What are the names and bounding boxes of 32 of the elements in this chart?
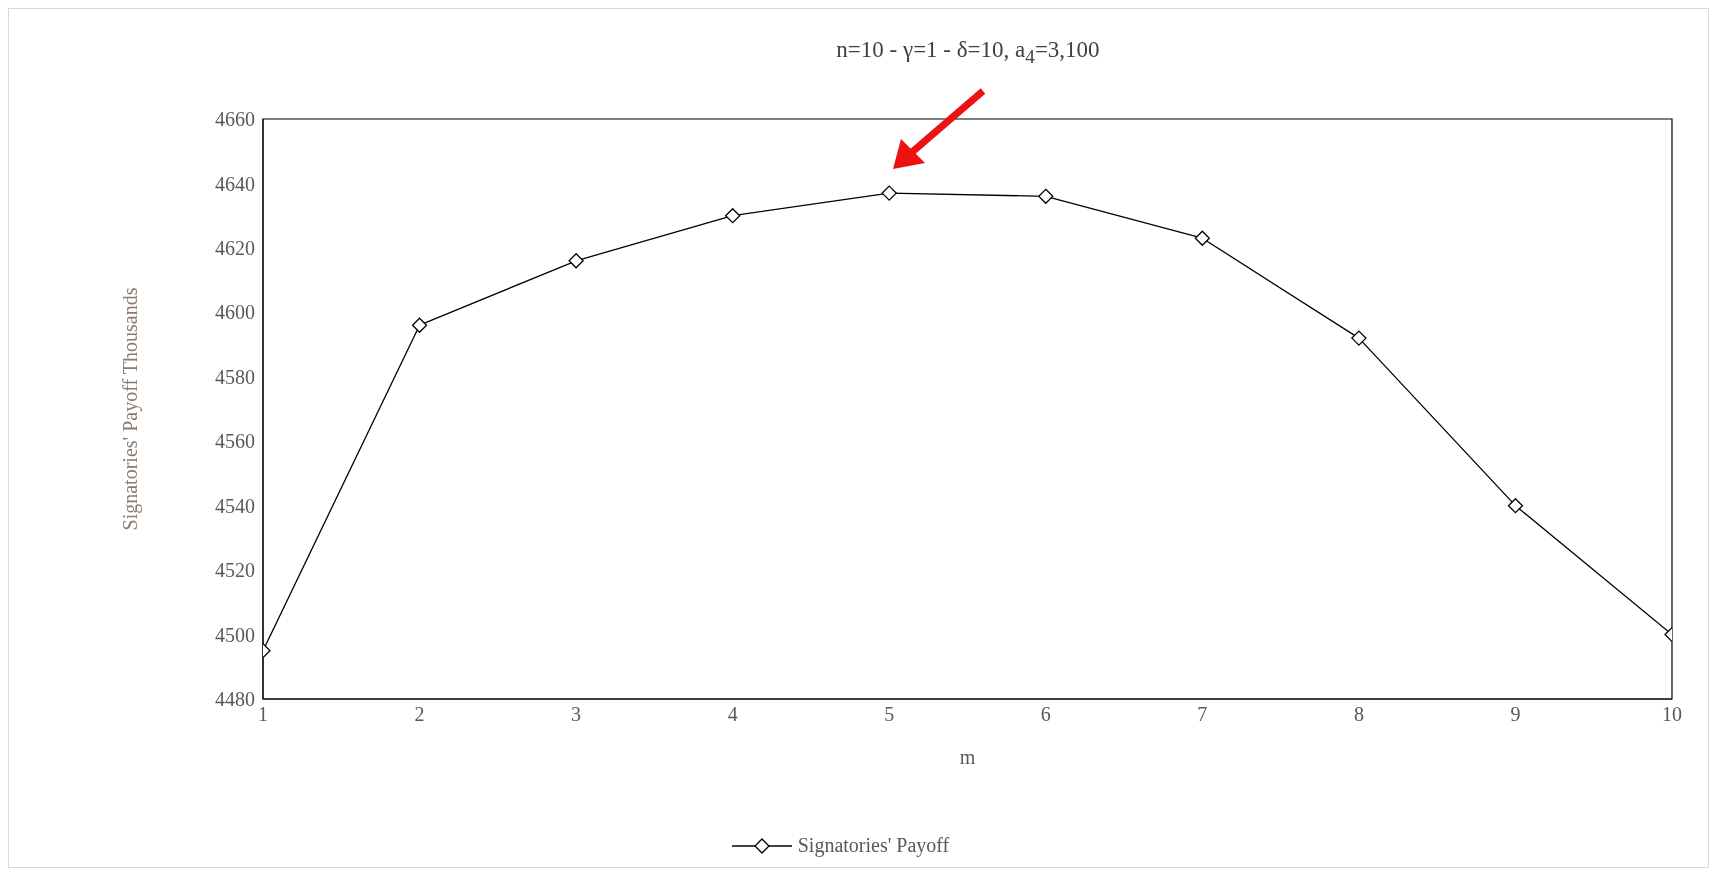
y-tick-label: 4560: [215, 430, 255, 453]
y-tick-label: 4500: [215, 623, 255, 646]
point: [1507, 498, 1524, 514]
x-tick-label: 6: [1040, 703, 1051, 726]
y-tick-label: 4480: [215, 688, 255, 711]
y-tick-label: 4640: [215, 172, 255, 195]
y-tick-label: 4620: [215, 236, 255, 259]
point: [568, 253, 584, 269]
legend-label: Signatories' Payoff: [797, 834, 950, 857]
x-tick-label: 8: [1353, 703, 1364, 726]
y-tick-label: 4540: [215, 494, 255, 517]
x-tick-label: 7: [1197, 703, 1208, 726]
y-tick-label: 4580: [215, 365, 255, 388]
point: [881, 185, 897, 201]
chart-title: n=10 - γ=1 - δ=10, a$_{4}$=3,100: [835, 37, 1101, 68]
y-axis-title: Signatories' Payoff Thousands: [119, 287, 142, 531]
x-tick-label: 5: [884, 703, 895, 726]
x-tick-label: 3: [571, 703, 582, 726]
x-tick-label: 2: [414, 703, 425, 726]
point: [1351, 330, 1367, 346]
x-tick-label: 4: [727, 703, 738, 726]
y-tick-label: 4660: [215, 108, 255, 131]
point: [725, 208, 741, 224]
x-axis-title: m: [959, 746, 976, 768]
y-tick-label: 4520: [215, 559, 255, 582]
x-tick-label: 1: [258, 703, 268, 726]
x-tick-label: 10: [1662, 703, 1682, 726]
x-tick-label: 9: [1510, 703, 1521, 726]
point: [1194, 230, 1210, 246]
point: [1038, 188, 1054, 204]
point: [411, 317, 428, 333]
y-tick-label: 4600: [215, 301, 255, 324]
